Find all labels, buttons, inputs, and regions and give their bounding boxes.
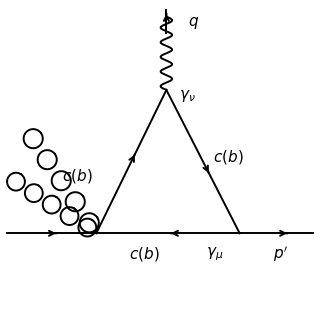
Text: $p^{\prime}$: $p^{\prime}$ bbox=[274, 244, 289, 264]
Text: $c(b)$: $c(b)$ bbox=[62, 167, 92, 185]
Text: $\gamma_{\nu}$: $\gamma_{\nu}$ bbox=[179, 88, 196, 104]
Text: $\gamma_{\mu}$: $\gamma_{\mu}$ bbox=[205, 245, 223, 263]
Text: $c(b)$: $c(b)$ bbox=[129, 245, 159, 263]
Text: $c(b)$: $c(b)$ bbox=[213, 148, 244, 166]
Text: $q$: $q$ bbox=[188, 15, 199, 31]
